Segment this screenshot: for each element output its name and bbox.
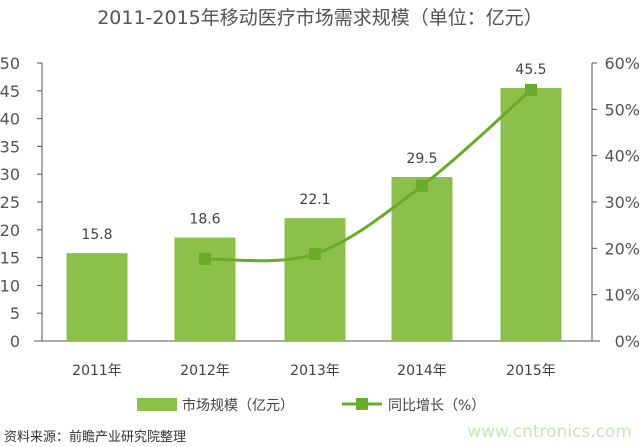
growth-marker [525, 83, 537, 96]
y-tick-label: 5 [10, 304, 20, 323]
growth-marker [416, 179, 428, 192]
y2-tick-label: 50% [604, 100, 640, 119]
y2-tick-label: 20% [604, 239, 640, 258]
legend-line-label: 同比增长（%） [388, 398, 485, 414]
bar-label: 22.1 [299, 192, 330, 208]
y2-tick-label: 0% [615, 332, 640, 351]
y2-tick-label: 10% [604, 286, 640, 305]
y-tick-label: 30 [0, 165, 20, 184]
legend-bar-label: 市场规模（亿元） [182, 397, 294, 414]
x-tick-label: 2012年 [180, 363, 230, 379]
growth-marker [199, 252, 211, 265]
x-tick-label: 2014年 [397, 363, 447, 379]
bar [391, 176, 453, 341]
y-tick-label: 45 [0, 82, 20, 101]
legend-bar-swatch [137, 398, 177, 411]
y-tick-label: 15 [0, 249, 20, 268]
chart-title: 2011-2015年移动医疗市场需求规模（单位：亿元） [97, 7, 543, 29]
bar-label: 15.8 [81, 227, 112, 243]
y2-tick-label: 30% [604, 193, 640, 212]
y-tick-label: 20 [0, 221, 20, 240]
y-tick-label: 10 [0, 276, 20, 295]
bar [500, 88, 562, 342]
y-tick-label: 40 [0, 110, 20, 129]
growth-marker [309, 247, 321, 260]
y2-tick-label: 40% [604, 147, 640, 166]
watermark: www.cntronics.com [467, 422, 632, 442]
bar [284, 218, 346, 341]
bar [66, 253, 128, 341]
x-tick-label: 2013年 [290, 363, 340, 379]
source-note: 资料来源：前瞻产业研究院整理 [4, 429, 186, 445]
growth-line [204, 88, 532, 263]
y2-tick-label: 60% [604, 54, 640, 73]
x-tick-label: 2015年 [506, 363, 556, 379]
y-tick-label: 50 [0, 54, 20, 73]
legend-line-marker [356, 398, 368, 410]
y-tick-label: 25 [0, 193, 20, 212]
x-tick-label: 2011年 [72, 363, 122, 379]
bar-label: 18.6 [189, 212, 220, 228]
y-tick-label: 0 [10, 332, 20, 351]
bar-label: 45.5 [515, 62, 546, 78]
y-tick-label: 35 [0, 137, 20, 156]
bar-label: 29.5 [406, 151, 437, 167]
